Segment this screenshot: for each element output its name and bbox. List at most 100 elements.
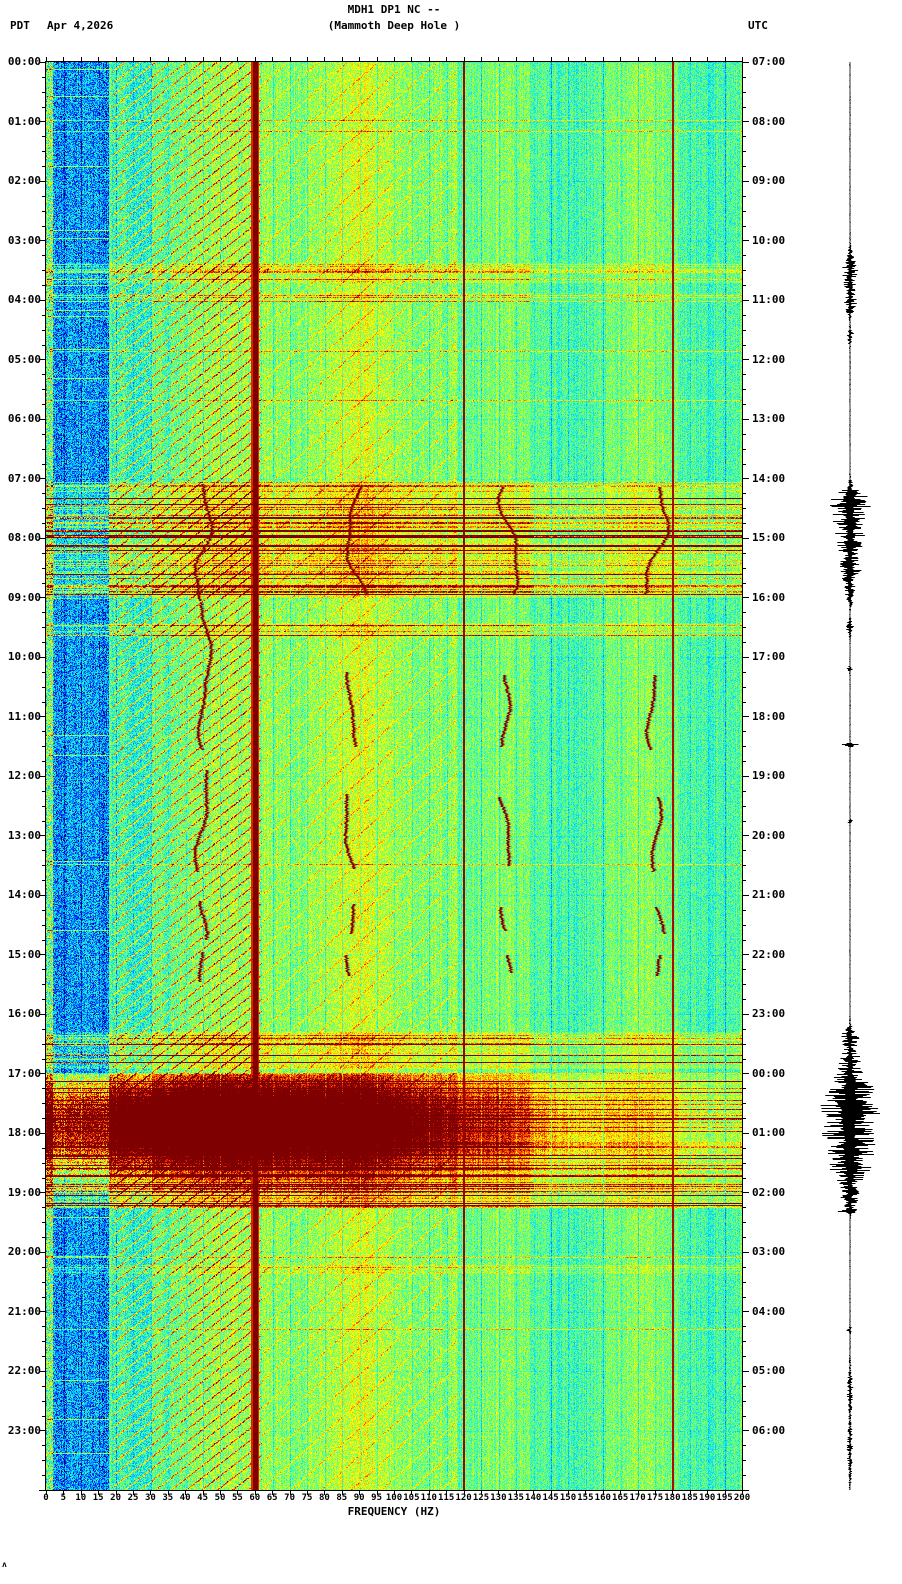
freq-tick-bottom bbox=[620, 1491, 622, 1495]
quarter-tick-left bbox=[42, 1162, 46, 1164]
quarter-tick-right bbox=[742, 1385, 746, 1387]
hour-tick-right bbox=[742, 121, 749, 122]
freq-tick-bottom bbox=[742, 1491, 743, 1495]
left-time-label: 03:00 bbox=[7, 233, 41, 247]
hour-tick-right bbox=[742, 1430, 749, 1431]
corner-mark: ʌ bbox=[2, 1560, 7, 1569]
freq-tick-label: 50 bbox=[214, 1493, 226, 1503]
quarter-tick-right bbox=[742, 909, 746, 911]
freq-tick-top bbox=[254, 57, 256, 61]
freq-tick-top bbox=[585, 57, 587, 61]
right-time-label: 22:00 bbox=[752, 947, 786, 961]
quarter-tick-left bbox=[42, 582, 46, 584]
quarter-tick-right bbox=[742, 761, 746, 763]
freq-tick-top bbox=[724, 57, 726, 61]
freq-tick-bottom bbox=[359, 1491, 361, 1495]
hour-tick-right bbox=[742, 775, 749, 777]
hour-tick-left bbox=[39, 1192, 46, 1193]
freq-tick-label: 145 bbox=[542, 1493, 559, 1503]
right-time-label: 18:00 bbox=[752, 709, 786, 723]
quarter-tick-right bbox=[742, 136, 746, 138]
left-time-label: 12:00 bbox=[7, 769, 41, 782]
freq-tick-top bbox=[602, 57, 604, 61]
freq-tick-label: 180 bbox=[664, 1493, 681, 1503]
freq-tick-bottom bbox=[637, 1491, 639, 1495]
left-time-label: 00:00 bbox=[7, 55, 41, 68]
left-time-label: 05:00 bbox=[7, 352, 41, 366]
quarter-tick-right bbox=[742, 1445, 746, 1447]
right-time-label: 12:00 bbox=[752, 352, 786, 366]
quarter-tick-right bbox=[742, 1296, 746, 1298]
freq-tick-label: 155 bbox=[577, 1493, 594, 1503]
freq-tick-top bbox=[428, 57, 430, 61]
freq-tick-label: 175 bbox=[646, 1493, 664, 1503]
freq-tick-bottom bbox=[550, 1491, 552, 1495]
quarter-tick-left bbox=[42, 984, 46, 986]
freq-tick-top bbox=[237, 57, 239, 61]
quarter-tick-right bbox=[742, 1356, 746, 1358]
quarter-tick-right bbox=[742, 523, 746, 525]
right-time-label: 19:00 bbox=[752, 769, 786, 782]
freq-tick-bottom bbox=[585, 1491, 587, 1495]
hour-tick-right bbox=[742, 716, 749, 717]
right-time-label: 16:00 bbox=[752, 590, 786, 604]
freq-tick-top bbox=[167, 57, 169, 61]
hour-tick-left bbox=[39, 835, 46, 836]
right-time-label: 02:00 bbox=[752, 1185, 786, 1199]
quarter-tick-left bbox=[42, 255, 46, 257]
quarter-tick-right bbox=[742, 1207, 746, 1209]
hour-tick-left bbox=[39, 240, 46, 241]
right-time-label: 13:00 bbox=[752, 412, 786, 425]
hour-tick-left bbox=[39, 1370, 46, 1372]
quarter-tick-left bbox=[42, 1118, 46, 1120]
freq-tick-label: 115 bbox=[438, 1493, 455, 1503]
freq-tick-top bbox=[289, 57, 291, 61]
quarter-tick-right bbox=[742, 701, 746, 703]
hour-tick-left bbox=[39, 478, 46, 479]
quarter-tick-left bbox=[42, 463, 46, 465]
freq-tick-bottom bbox=[80, 1491, 82, 1495]
quarter-tick-left bbox=[42, 210, 46, 212]
freq-tick-top bbox=[637, 57, 639, 61]
freq-tick-top bbox=[550, 57, 552, 61]
freq-tick-label: 120 bbox=[455, 1493, 472, 1503]
quarter-tick-right bbox=[742, 552, 746, 554]
quarter-tick-right bbox=[742, 880, 746, 882]
quarter-tick-right bbox=[742, 582, 746, 584]
freq-tick-top bbox=[202, 57, 204, 61]
freq-tick-top bbox=[411, 57, 413, 61]
quarter-tick-left bbox=[42, 285, 46, 287]
left-time-label: 13:00 bbox=[7, 828, 41, 842]
quarter-tick-left bbox=[42, 329, 46, 331]
quarter-tick-right bbox=[742, 1475, 746, 1477]
quarter-tick-left bbox=[42, 880, 46, 882]
freq-tick-top bbox=[220, 57, 221, 61]
quarter-tick-left bbox=[42, 1222, 46, 1224]
freq-tick-top bbox=[359, 57, 361, 61]
hour-tick-right bbox=[742, 418, 749, 420]
quarter-tick-left bbox=[42, 1177, 46, 1179]
hour-tick-left bbox=[39, 1073, 46, 1074]
left-time-label: 18:00 bbox=[7, 1126, 41, 1139]
quarter-tick-right bbox=[742, 433, 746, 435]
station-title: MDH1 DP1 NC -- bbox=[347, 3, 441, 16]
freq-tick-bottom bbox=[515, 1491, 517, 1495]
right-time-label: 21:00 bbox=[752, 888, 786, 901]
hour-tick-right bbox=[742, 478, 749, 479]
quarter-tick-right bbox=[742, 731, 746, 733]
right-time-label: 11:00 bbox=[752, 293, 786, 306]
freq-tick-bottom bbox=[289, 1491, 291, 1495]
freq-tick-top bbox=[515, 57, 517, 61]
freq-tick-label: 165 bbox=[612, 1493, 629, 1503]
quarter-tick-left bbox=[42, 1400, 46, 1402]
quarter-tick-right bbox=[742, 805, 746, 807]
freq-tick-top bbox=[672, 57, 674, 61]
freq-tick-bottom bbox=[115, 1491, 117, 1495]
freq-tick-top bbox=[150, 57, 152, 61]
quarter-tick-left bbox=[42, 969, 46, 971]
freq-axis-title: FREQUENCY (HZ) bbox=[347, 1505, 441, 1518]
quarter-tick-left bbox=[42, 106, 46, 108]
freq-tick-bottom bbox=[324, 1491, 326, 1495]
quarter-tick-right bbox=[742, 1400, 746, 1402]
hour-tick-left bbox=[39, 418, 46, 420]
